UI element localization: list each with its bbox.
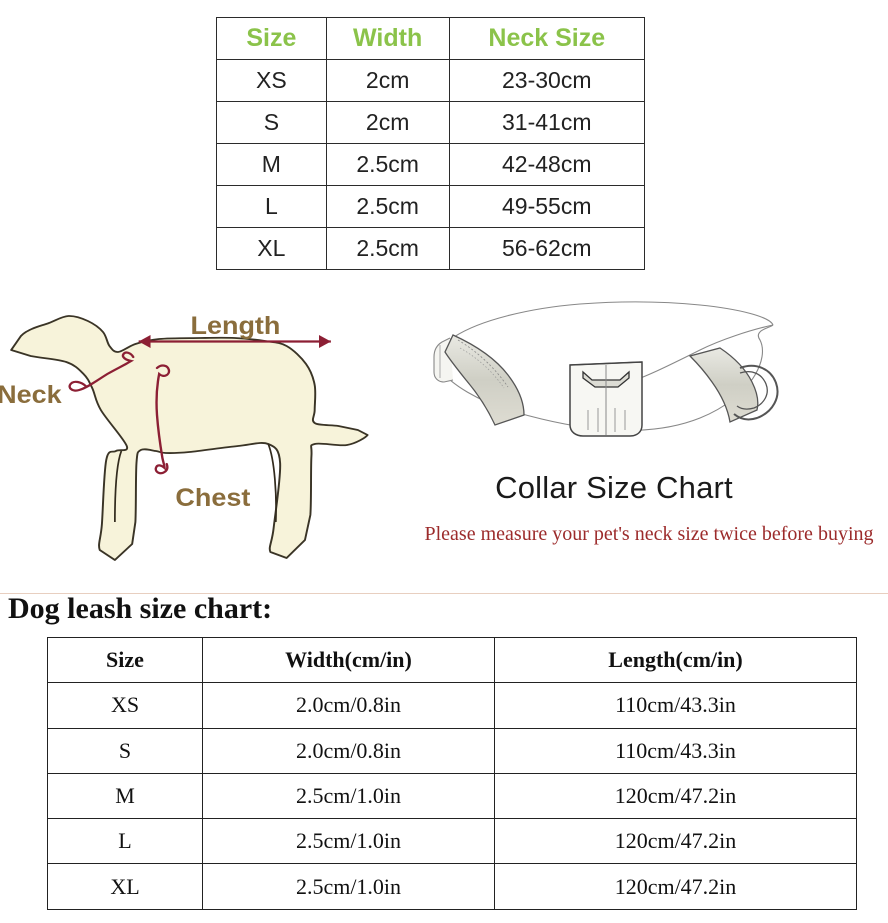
svg-text:Chest: Chest xyxy=(175,483,250,512)
svg-text:Neck: Neck xyxy=(0,380,62,409)
svg-text:Length: Length xyxy=(190,311,280,340)
